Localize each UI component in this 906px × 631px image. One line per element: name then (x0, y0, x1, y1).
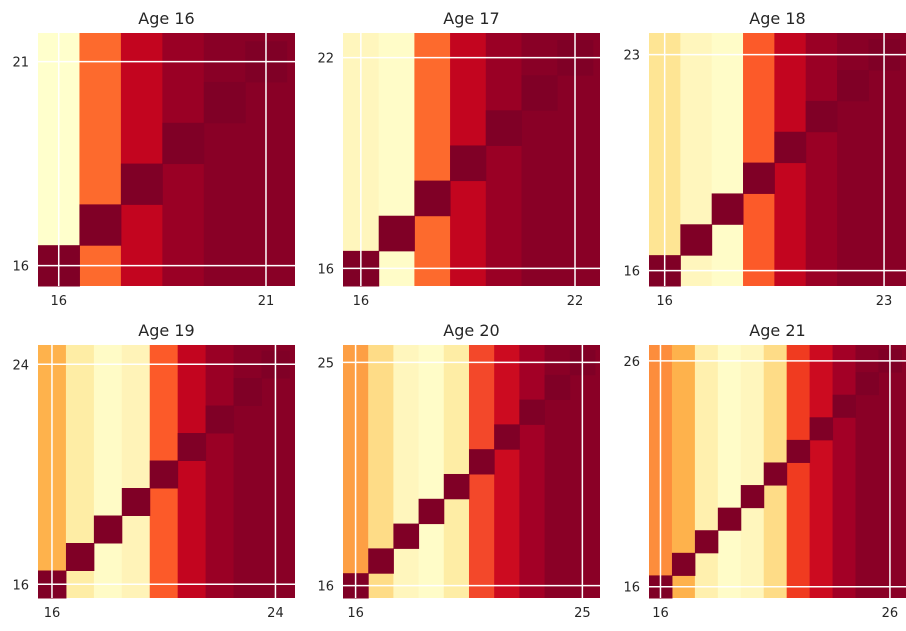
x-tick-label: 23 (876, 294, 893, 309)
heatmap-diagonal-cell (671, 552, 696, 576)
heatmap-diagonal-cell (832, 394, 857, 418)
y-tick-label: 22 (317, 52, 334, 67)
panel-title: Age 19 (138, 321, 194, 340)
x-tick-label: 26 (882, 606, 899, 621)
y-tick-label: 25 (317, 356, 334, 371)
y-tick-label: 16 (623, 581, 640, 596)
heatmap-diagonal-cell (203, 81, 246, 124)
x-tick-label: 22 (567, 294, 584, 309)
heatmap-column-band (121, 345, 151, 598)
heatmap-diagonal-cell (743, 162, 775, 194)
heatmap-diagonal-cell (120, 163, 163, 205)
heatmap-diagonal-cell (121, 488, 151, 516)
heatmap-diagonal-cell (694, 530, 719, 554)
heatmap-column-band (79, 33, 122, 286)
heatmap-diagonal-cell (809, 417, 834, 441)
heatmap-column-band (786, 345, 811, 598)
heatmap-column-band (671, 345, 696, 598)
heatmap-column-band (485, 33, 522, 286)
heatmap-column-band (443, 345, 470, 598)
panel-title: Age 20 (443, 321, 499, 340)
heatmap-diagonal-cell (177, 433, 207, 461)
y-tick-label: 21 (12, 56, 29, 71)
y-tick-label: 16 (317, 262, 334, 277)
y-tick-label: 23 (623, 49, 640, 64)
heatmap-diagonal-cell (149, 460, 179, 489)
panel-title: Age 18 (749, 9, 805, 28)
heatmap-column-band (393, 345, 420, 598)
x-tick-label: 25 (574, 606, 591, 621)
heatmap-column-band (805, 33, 838, 286)
heatmap-diagonal-cell (805, 100, 838, 133)
heatmap-diagonal-cell (519, 399, 546, 425)
heatmap-column-band (494, 345, 520, 598)
heatmap-column-band (832, 345, 857, 598)
heatmap-diagonal-cell (418, 498, 445, 525)
x-tick-label: 16 (44, 606, 61, 621)
heatmap-panel: Age 19 16 24 16 24 (12, 321, 295, 621)
heatmap-diagonal-cell (205, 405, 235, 434)
heatmap-diagonal-cell (414, 180, 451, 217)
heatmap-column-band (414, 33, 451, 286)
heatmap-diagonal-cell (494, 424, 520, 450)
heatmap-panel: Age 21 16 26 16 26 (623, 321, 906, 621)
heatmap-panel: Age 17 16 22 16 22 (317, 9, 600, 309)
heatmap-diagonal-cell (786, 439, 811, 463)
heatmap-column-band (177, 345, 207, 598)
x-tick-label: 16 (652, 606, 669, 621)
heatmap-column-band (519, 345, 546, 598)
y-tick-label: 24 (12, 358, 29, 373)
y-tick-label: 26 (623, 355, 640, 370)
heatmap-diagonal-cell (763, 462, 788, 486)
heatmap-diagonal-cell (544, 374, 571, 401)
y-tick-label: 16 (317, 580, 334, 595)
heatmap-column-band (740, 345, 765, 598)
x-tick-label: 16 (50, 294, 67, 309)
heatmap-panel: Age 16 16 21 16 21 (12, 9, 295, 309)
heatmap-diagonal-cell (485, 110, 522, 146)
heatmap-column-band (694, 345, 719, 598)
x-tick-label: 21 (258, 294, 275, 309)
panel-title: Age 17 (443, 9, 499, 28)
heatmap-column-band (93, 345, 123, 598)
heatmap-diagonal-cell (93, 515, 123, 544)
heatmap-column-band (418, 345, 445, 598)
heatmap-diagonal-cell (711, 193, 744, 225)
heatmap-diagonal-cell (740, 485, 765, 509)
y-tick-label: 16 (623, 265, 640, 280)
heatmap-diagonal-cell (717, 507, 742, 531)
heatmap-diagonal-cell (774, 131, 807, 164)
heatmap-diagonal-cell (855, 372, 879, 396)
heatmap-column-band (809, 345, 834, 598)
heatmap-diagonal-cell (162, 122, 205, 165)
x-tick-label: 16 (656, 294, 673, 309)
heatmap-diagonal-cell (837, 70, 869, 102)
heatmap-panel: Age 20 16 25 16 25 (317, 321, 600, 621)
panel-title: Age 21 (749, 321, 805, 340)
heatmap-diagonal-cell (393, 523, 420, 549)
y-tick-label: 16 (12, 578, 29, 593)
heatmap-diagonal-cell (521, 75, 558, 111)
heatmap-diagonal-cell (468, 449, 495, 475)
x-tick-label: 24 (267, 606, 284, 621)
heatmap-diagonal-cell (79, 204, 122, 246)
heatmap-diagonal-cell (368, 548, 394, 574)
heatmap-column-band (205, 345, 235, 598)
x-tick-label: 16 (353, 294, 370, 309)
panel-title: Age 16 (138, 9, 194, 28)
heatmap-column-band (743, 33, 775, 286)
heatmap-column-band (711, 33, 744, 286)
heatmap-diagonal-cell (443, 473, 470, 500)
heatmap-diagonal-cell (65, 543, 95, 571)
heatmap-column-band (717, 345, 742, 598)
x-tick-label: 16 (347, 606, 364, 621)
heatmap-diagonal-cell (378, 215, 415, 252)
heatmap-column-band (120, 33, 163, 286)
heatmap-diagonal-cell (450, 145, 487, 182)
heatmap-diagonal-cell (233, 378, 262, 406)
heatmap-diagonal-cell (680, 224, 713, 256)
y-tick-label: 16 (12, 260, 29, 275)
heatmap-panel: Age 18 16 23 16 23 (623, 9, 906, 309)
